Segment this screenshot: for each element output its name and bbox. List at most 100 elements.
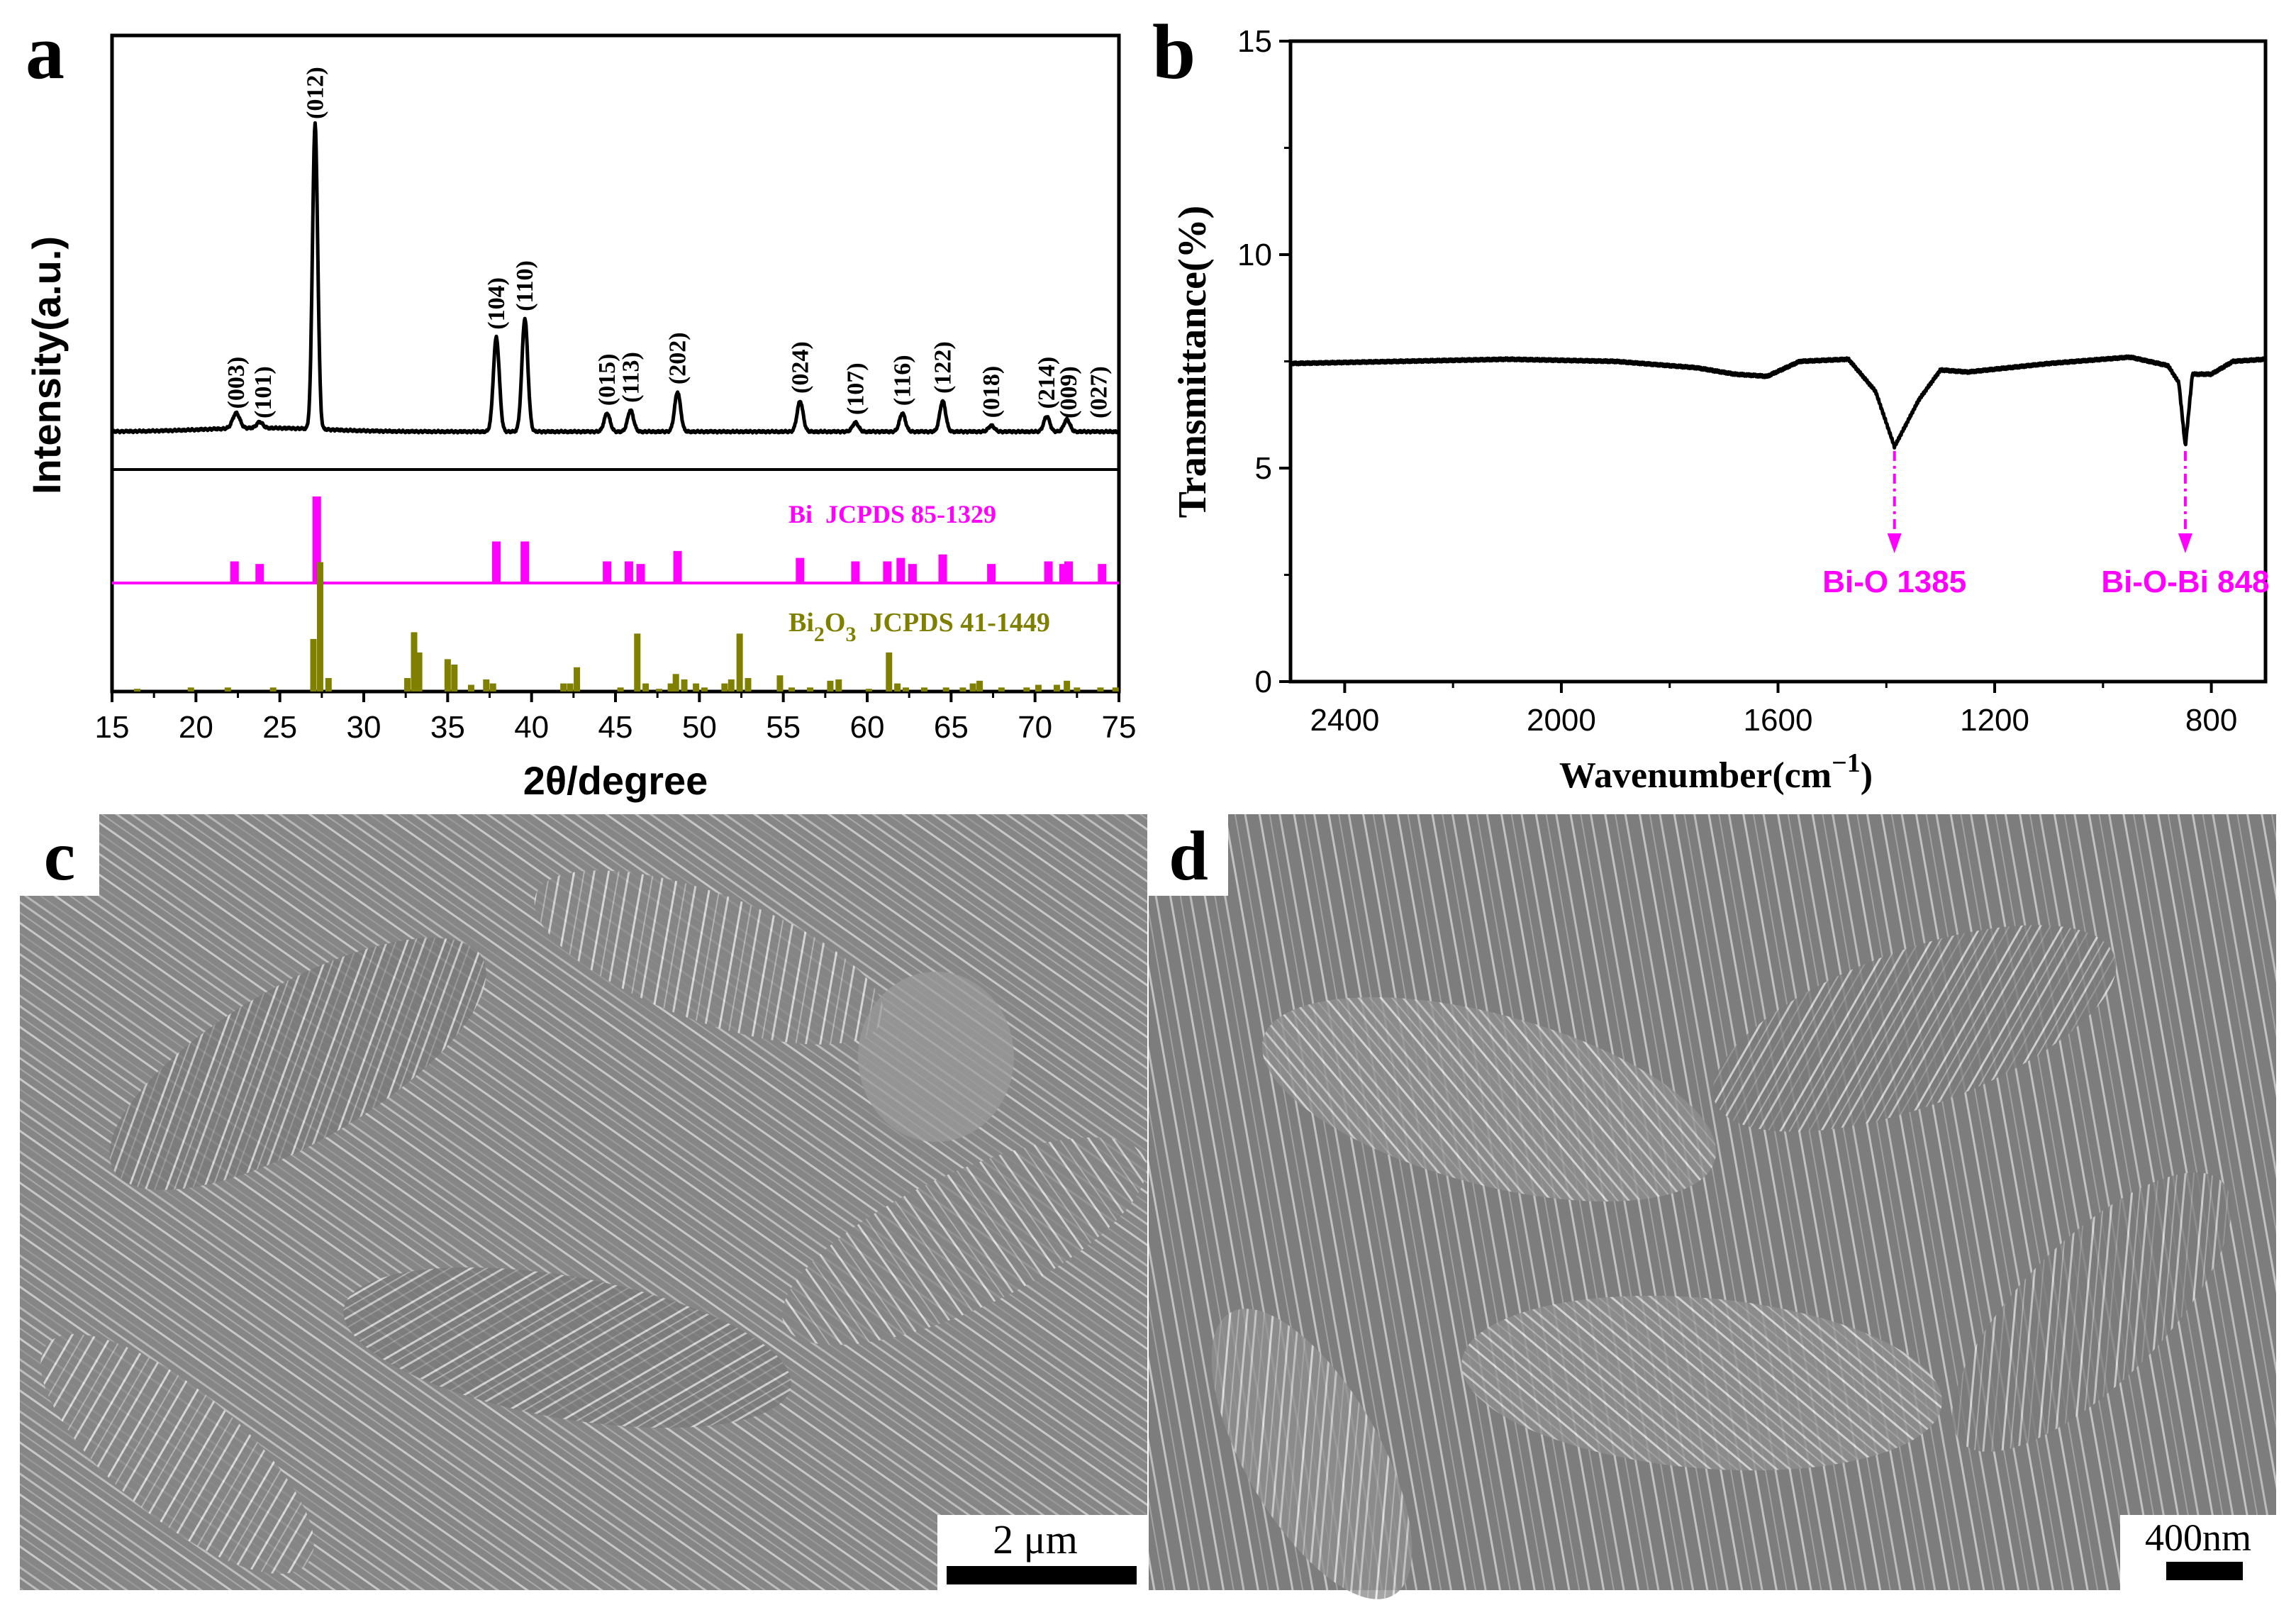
bi2o3-reference-stick: [1035, 684, 1042, 692]
bi2o3-reference-stick: [902, 687, 909, 692]
bi-reference-stick: [1064, 561, 1073, 583]
x-tick-label: 30: [347, 710, 381, 745]
bi2o3-reference-label: Bi2O3 JCPDS 41-1449: [788, 608, 1050, 646]
bi-reference-stick: [491, 541, 501, 583]
x-tick-label: 15: [95, 710, 130, 745]
panel-d-letter-box: [1149, 814, 1228, 896]
sem-c-bundle: [782, 1137, 1147, 1345]
panel-c-scale-bar: [947, 1566, 1137, 1584]
bi-reference-stick: [312, 496, 321, 583]
bi2o3-reference-stick: [1097, 687, 1104, 692]
x-tick-label: 1200: [1960, 703, 2029, 738]
bi-reference-stick: [796, 557, 805, 583]
x-tick-label: 65: [934, 710, 969, 745]
peak-label: (024): [787, 341, 813, 394]
bi-reference-stick: [883, 561, 892, 583]
bi2o3-reference-stick: [404, 678, 411, 692]
peak-label: (107): [842, 362, 869, 415]
bi2o3-reference-stick: [416, 652, 423, 692]
bi-reference-stick: [987, 564, 996, 583]
bi-reference-stick: [938, 554, 947, 583]
annotation-arrowhead: [1887, 533, 1902, 553]
sem-d-bundle: [1712, 925, 2117, 1132]
bi2o3-reference-stick: [310, 638, 317, 692]
bi2o3-reference-stick: [776, 675, 784, 692]
sem-c-cluster: [858, 972, 1014, 1142]
bi2o3-reference-stick: [865, 689, 872, 692]
panel-a-letter: a: [26, 9, 65, 95]
bi-reference-label: Bi JCPDS 85-1329: [788, 500, 996, 528]
bi2o3-reference-stick: [672, 674, 679, 692]
bi2o3-reference-stick: [444, 659, 451, 692]
bi2o3-reference-sticks: [134, 562, 1119, 692]
bi-reference-sticks: [230, 496, 1107, 583]
bi2o3-reference-stick: [969, 683, 976, 692]
bi2o3-reference-stick: [656, 689, 663, 692]
panel-d-scale-label: 400nm: [2145, 1516, 2251, 1559]
peak-label: (015): [594, 354, 620, 406]
peak-label: (202): [665, 332, 691, 384]
x-tick-label: 2000: [1527, 703, 1596, 738]
bi2o3-reference-stick: [560, 683, 567, 692]
bi-reference-stick: [603, 561, 612, 583]
panel-a-peak-labels: (003) (101) (012) (104) (110) (015)(113) (202)…: [223, 67, 1112, 418]
peak-label: (104): [484, 277, 510, 330]
panel-c-letter-box: [20, 814, 99, 896]
panel-c-letter: c: [44, 816, 75, 895]
bi2o3-reference-stick: [1023, 687, 1030, 692]
bi2o3-reference-stick: [1074, 687, 1081, 692]
bi2o3-reference-stick: [681, 679, 688, 692]
panel-b-x-axis-title: Wavenumber(cm−1): [1559, 748, 1873, 796]
bi2o3-reference-stick: [667, 683, 674, 692]
bi2o3-reference-stick: [269, 687, 277, 692]
panel-c-scale-label: 2 μm: [993, 1516, 1078, 1562]
bi2o3-reference-stick: [325, 678, 332, 692]
bi2o3-reference-stick: [617, 687, 624, 692]
bi2o3-reference-stick: [187, 687, 194, 692]
bi-reference-stick: [908, 564, 917, 583]
panel-b-axes: 2400 2000 1600 1200 800 0 5 10 15: [1237, 24, 2237, 738]
x-tick-label: 20: [179, 710, 213, 745]
sem-c-bundle: [343, 1267, 791, 1428]
bi2o3-reference-stick: [483, 679, 490, 692]
bi-reference-stick: [255, 564, 264, 583]
bi2o3-reference-stick: [1064, 680, 1071, 692]
panel-b-spectrum: [1288, 354, 2268, 450]
bi2o3-reference-stick: [835, 679, 842, 692]
bi-reference-stick: [624, 561, 633, 583]
bi2o3-reference-stick: [574, 667, 581, 692]
bi2o3-reference-stick: [1053, 684, 1060, 692]
bi2o3-reference-stick: [894, 683, 901, 692]
panel-b-y-axis-title: Transmittance(%): [1171, 206, 1215, 518]
annotation-label: Bi-O 1385: [1822, 565, 1966, 599]
peak-label: (012): [302, 67, 328, 119]
peak-label: (018): [979, 366, 1005, 418]
panel-d-scale-bar: [2166, 1562, 2243, 1580]
bi2o3-reference-stick: [411, 632, 418, 692]
bi-reference-stick: [520, 541, 530, 583]
panel-a-x-axis-title: 2θ/degree: [523, 758, 708, 803]
panel-a-measured-pattern: [110, 121, 1120, 435]
peak-label: (122): [930, 341, 957, 394]
bi2o3-reference-stick: [736, 633, 743, 692]
bi-reference-stick: [1098, 564, 1107, 583]
x-tick-label: 40: [514, 710, 549, 745]
peak-label: (027): [1086, 366, 1113, 418]
x-tick-label: 55: [766, 710, 801, 745]
bi2o3-reference-stick: [467, 684, 474, 692]
bi2o3-reference-stick: [134, 689, 140, 692]
bi2o3-reference-stick: [642, 683, 650, 692]
bi2o3-reference-stick: [998, 687, 1005, 692]
bi2o3-reference-stick: [1112, 687, 1119, 692]
peak-label: (110): [512, 260, 538, 311]
panel-d-letter: d: [1169, 816, 1208, 895]
peak-label: (113): [618, 352, 644, 403]
bi2o3-reference-stick: [728, 679, 735, 692]
x-tick-label: 70: [1018, 710, 1052, 745]
bi2o3-reference-stick: [451, 665, 458, 692]
bi2o3-reference-stick: [489, 683, 496, 692]
peak-label: (116): [890, 355, 916, 406]
bi2o3-reference-stick: [721, 683, 728, 692]
x-tick-label: 2400: [1310, 703, 1379, 738]
